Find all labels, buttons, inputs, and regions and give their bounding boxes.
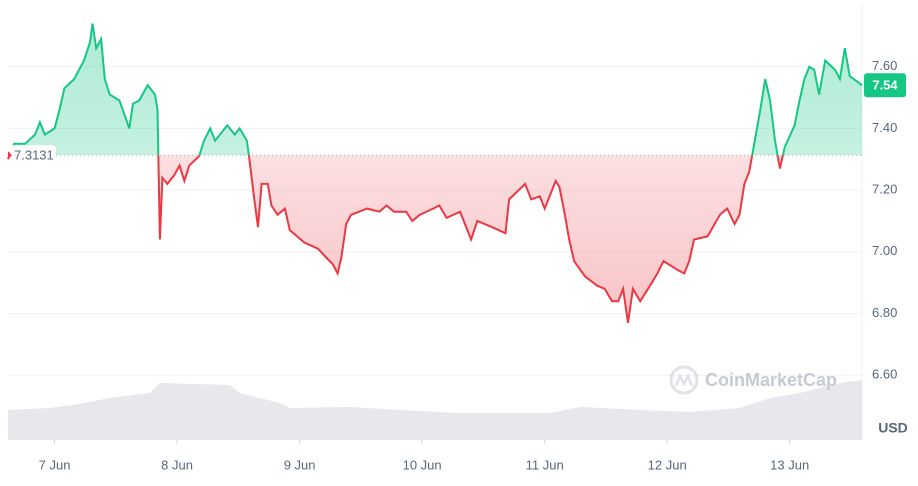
baseline-marker <box>8 151 12 160</box>
baseline-label: 7.3131 <box>14 148 54 163</box>
y-tick-label: 6.80 <box>872 305 897 320</box>
y-tick-label: 7.20 <box>872 182 897 197</box>
y-tick-label: 7.60 <box>872 58 897 73</box>
area-up <box>9 23 862 156</box>
price-line-down <box>7 155 784 323</box>
watermark: CoinMarketCap <box>705 370 837 390</box>
price-badge <box>864 73 906 98</box>
baseline-label-box <box>10 145 56 165</box>
y-unit: USD <box>878 420 908 436</box>
x-tick-label: 10 Jun <box>403 457 442 472</box>
y-tick-label: 7.00 <box>872 243 897 258</box>
y-tick-label: 7.40 <box>872 120 897 135</box>
area-down <box>8 155 862 323</box>
watermark-logo <box>669 365 699 395</box>
price-badge-label: 7.54 <box>872 78 898 93</box>
x-tick-label: 8 Jun <box>161 457 193 472</box>
x-tick-label: 7 Jun <box>39 457 71 472</box>
x-tick-label: 13 Jun <box>770 457 809 472</box>
price-line-up <box>8 23 863 156</box>
x-tick-label: 11 Jun <box>526 457 564 472</box>
x-tick-label: 12 Jun <box>648 457 687 472</box>
x-tick-label: 9 Jun <box>284 457 316 472</box>
volume-area <box>8 380 862 440</box>
y-tick-label: 6.60 <box>872 367 897 382</box>
